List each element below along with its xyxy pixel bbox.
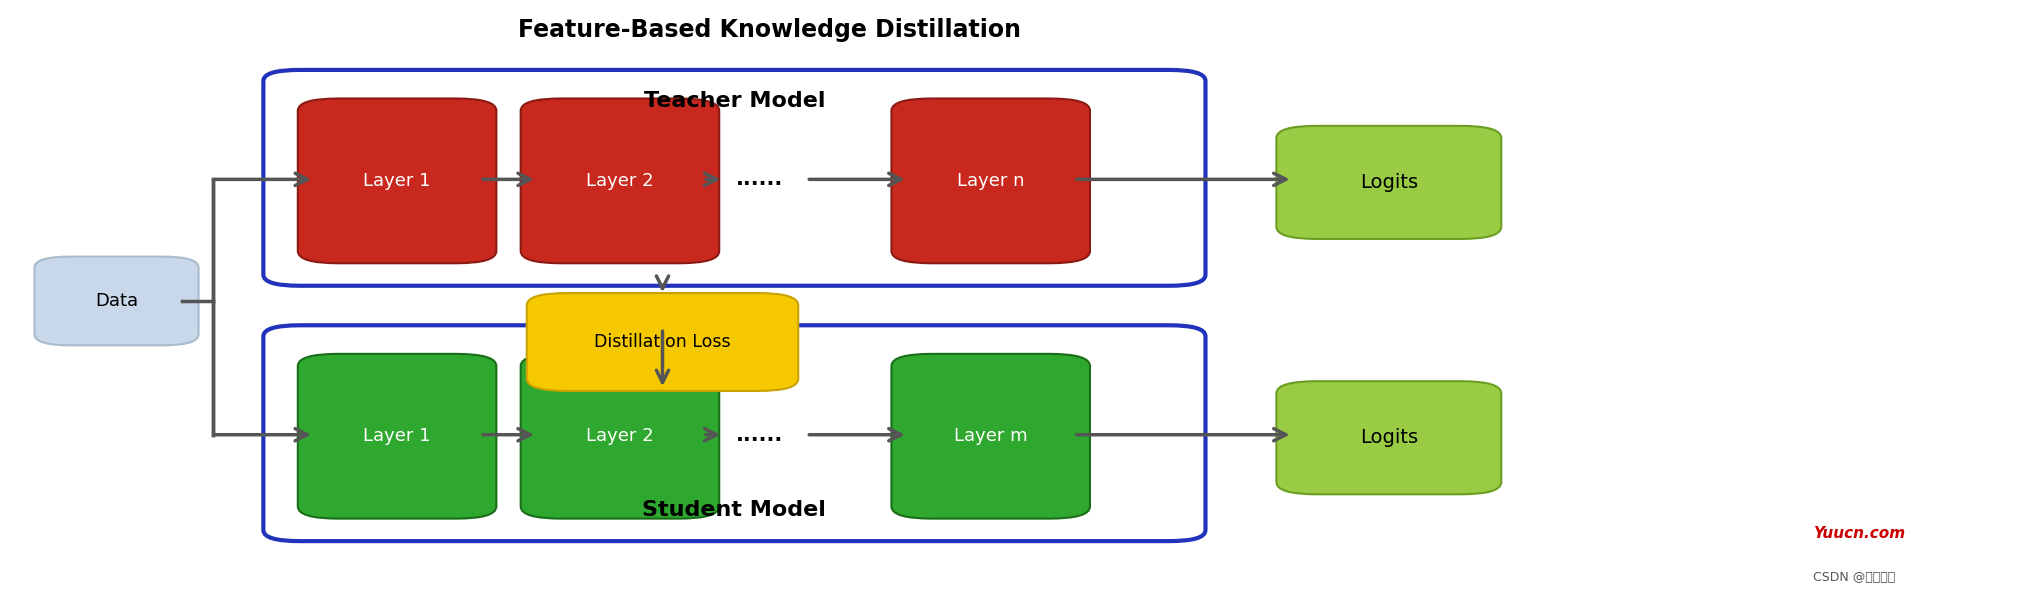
FancyBboxPatch shape	[1276, 381, 1501, 494]
FancyBboxPatch shape	[298, 98, 496, 263]
Text: Layer n: Layer n	[956, 172, 1025, 190]
FancyBboxPatch shape	[527, 293, 798, 391]
Text: Logits: Logits	[1359, 173, 1418, 192]
Text: Teacher Model: Teacher Model	[644, 91, 825, 111]
Text: Layer 2: Layer 2	[586, 427, 654, 445]
Text: Distillation Loss: Distillation Loss	[594, 333, 731, 351]
Text: Layer m: Layer m	[954, 427, 1027, 445]
Text: Logits: Logits	[1359, 428, 1418, 447]
FancyBboxPatch shape	[891, 354, 1090, 519]
Text: Layer 1: Layer 1	[363, 427, 432, 445]
Text: Feature-Based Knowledge Distillation: Feature-Based Knowledge Distillation	[519, 18, 1021, 42]
Text: ......: ......	[735, 170, 784, 189]
Text: Layer 2: Layer 2	[586, 172, 654, 190]
Text: Data: Data	[95, 292, 138, 310]
FancyBboxPatch shape	[891, 98, 1090, 263]
FancyBboxPatch shape	[298, 354, 496, 519]
Text: CSDN @统路漫漫: CSDN @统路漫漫	[1813, 571, 1896, 584]
Text: Yuucn.com: Yuucn.com	[1813, 526, 1904, 541]
Text: Student Model: Student Model	[642, 500, 827, 520]
FancyBboxPatch shape	[34, 257, 199, 345]
FancyBboxPatch shape	[521, 354, 719, 519]
FancyBboxPatch shape	[521, 98, 719, 263]
FancyBboxPatch shape	[1276, 126, 1501, 239]
Text: Layer 1: Layer 1	[363, 172, 432, 190]
Text: ......: ......	[735, 425, 784, 444]
